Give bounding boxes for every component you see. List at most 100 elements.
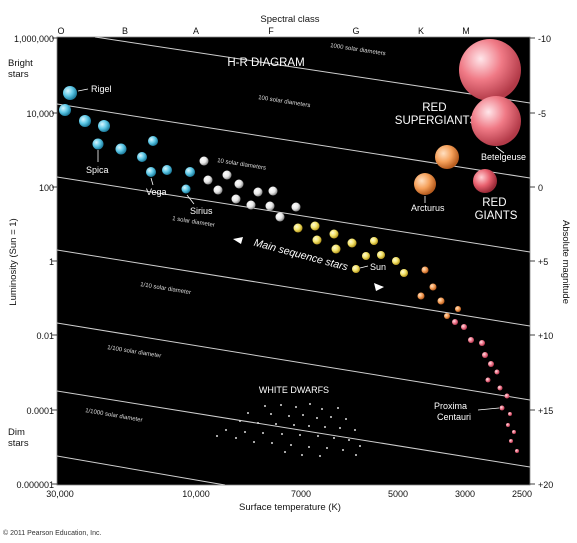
arcturus-label: Arcturus: [411, 203, 445, 213]
diameter-line-1000: [94, 37, 530, 104]
luminosity-axis-label: Luminosity (Sun = 1): [8, 218, 19, 305]
ms-star: [494, 369, 500, 375]
red-supergiants-line1: RED: [422, 102, 446, 114]
dim-stars-line1: Dim: [8, 427, 25, 438]
lum-tick-1e6: 1,000,000: [14, 34, 54, 44]
lum-tick-0.0001: 0.0001: [26, 406, 54, 416]
dim-stars-line2: stars: [8, 438, 29, 449]
mag-tick-p20: +20: [538, 480, 553, 490]
proxima-label: Proxima Centauri: [434, 401, 471, 422]
sun-star: [352, 265, 360, 273]
ms-star: [115, 143, 127, 155]
temp-tick-3000: 3000: [455, 489, 475, 499]
ms-star: [185, 167, 195, 177]
bottom-axis: 30,000 10,000 7000 5000 3000 2500 Surfac…: [46, 489, 532, 513]
axis-ticks: [52, 37, 535, 485]
ms-star: [213, 185, 223, 195]
temp-tick-10000: 10,000: [182, 489, 210, 499]
red-supergiants-line2: SUPERGIANTS: [395, 115, 478, 127]
dim-stars-label: Dim stars: [8, 427, 29, 449]
ms-star: [137, 152, 147, 162]
ms-star: [329, 229, 339, 239]
ms-star: [347, 238, 357, 248]
ms-star: [362, 252, 370, 260]
temp-tick-30000: 30,000: [46, 489, 74, 499]
sirius-star: [181, 184, 191, 194]
mag-tick-m10: -10: [538, 34, 551, 44]
diameter-line-0.1: [57, 322, 530, 401]
ms-star: [98, 120, 110, 132]
ms-star: [231, 194, 241, 204]
bright-stars-line2: stars: [8, 69, 29, 80]
temp-tick-2500: 2500: [512, 489, 532, 499]
white-dwarf-stars: [216, 403, 361, 457]
ms-star: [312, 235, 322, 245]
spectral-K: K: [418, 26, 424, 36]
diagram-title: H-R DIAGRAM: [227, 57, 304, 69]
ms-star: [148, 136, 158, 146]
bright-stars-label: Bright stars: [8, 58, 35, 80]
ms-star: [199, 156, 209, 166]
rigel-label: Rigel: [91, 84, 112, 94]
ms-star: [452, 319, 458, 325]
ms-star: [485, 377, 491, 383]
ms-star: [455, 306, 461, 312]
sirius-label: Sirius: [190, 206, 213, 216]
lum-tick-1e4: 10,000: [26, 109, 54, 119]
ms-star: [444, 313, 450, 319]
ms-star: [293, 223, 303, 233]
mag-tick-p15: +15: [538, 406, 553, 416]
lum-tick-0.01: 0.01: [36, 331, 54, 341]
ms-star: [437, 297, 445, 305]
ms-star: [506, 423, 510, 427]
arcturus-star: [414, 173, 436, 195]
white-dwarfs-label: WHITE DWARFS: [259, 385, 329, 395]
red-giants-line1: RED: [482, 197, 506, 209]
ms-star: [222, 170, 232, 180]
diameter-lines: [57, 37, 530, 485]
ms-star: [504, 393, 510, 399]
ms-star: [331, 244, 341, 254]
lum-tick-1e-6: 0.000001: [16, 480, 54, 490]
giant-orange-star: [435, 145, 459, 169]
ms-star: [488, 361, 494, 367]
ms-star: [468, 337, 474, 343]
ms-star: [234, 179, 244, 189]
red-giants-label: RED GIANTS: [475, 197, 518, 222]
ms-star: [392, 257, 400, 265]
rigel-star: [63, 86, 77, 100]
spica-label: Spica: [86, 165, 109, 175]
mag-tick-p5: +5: [538, 257, 548, 267]
spectral-O: O: [57, 26, 64, 36]
ms-star: [203, 175, 213, 185]
diameter-line-0.001: [57, 455, 226, 485]
ms-star: [310, 221, 320, 231]
vega-star: [146, 167, 156, 177]
diameter-line-1: [57, 249, 530, 327]
ms-star: [400, 269, 408, 277]
proxima-line1: Proxima: [434, 401, 467, 411]
right-axis: -10 -5 0 +5 +10 +15 +20 Absolute magnitu…: [538, 34, 571, 490]
ms-star: [291, 202, 301, 212]
ms-star: [461, 324, 467, 330]
vega-label: Vega: [146, 187, 167, 197]
diameter-line-0.01: [57, 390, 530, 468]
spectral-A: A: [193, 26, 199, 36]
mag-tick-0: 0: [538, 183, 543, 193]
red-giant-star: [473, 169, 497, 193]
ms-star: [265, 201, 275, 211]
spectral-class-label: Spectral class: [260, 14, 319, 25]
lum-tick-1: 1: [49, 257, 54, 267]
temp-tick-5000: 5000: [388, 489, 408, 499]
ms-star: [370, 237, 378, 245]
ms-star: [275, 212, 285, 222]
betelgeuse-star: [471, 96, 521, 146]
diameter-line-10: [57, 176, 530, 253]
magnitude-axis-label: Absolute magnitude: [560, 220, 571, 304]
temp-tick-7000: 7000: [291, 489, 311, 499]
red-giants-line2: GIANTS: [475, 210, 518, 222]
proxima-star: [499, 405, 505, 411]
ms-star: [429, 283, 437, 291]
temperature-axis-label: Surface temperature (K): [239, 502, 341, 513]
plot-area: [56, 36, 531, 486]
